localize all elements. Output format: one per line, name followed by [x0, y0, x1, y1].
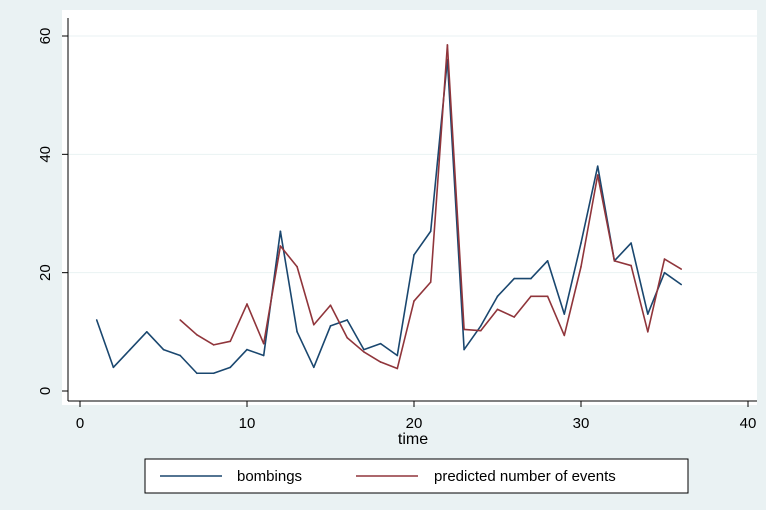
series-segment: [379, 342, 399, 357]
series-segment: [413, 281, 432, 302]
series-segment: [630, 264, 649, 333]
series-predicted-events: [179, 44, 683, 370]
series-segment: [363, 351, 382, 363]
series-segment: [212, 340, 232, 346]
legend-label: bombings: [237, 468, 302, 485]
series-segment: [546, 295, 566, 337]
series-segment: [162, 348, 181, 357]
series-segment: [496, 277, 516, 298]
x-tick-label: 40: [740, 415, 757, 432]
series-segment: [329, 304, 349, 339]
series-segment: [596, 174, 616, 262]
legend: bombings predicted number of events: [144, 458, 689, 494]
series-segment: [179, 354, 198, 375]
series-segment: [246, 303, 265, 345]
series-segment: [663, 271, 683, 286]
series-segment: [463, 328, 482, 332]
series-segment: [296, 331, 315, 369]
series-segment: [546, 260, 566, 315]
series-segment: [396, 254, 415, 357]
series-segment: [212, 366, 232, 375]
series-segment: [196, 333, 215, 346]
x-tick-label: 30: [573, 415, 590, 432]
series-segment: [312, 304, 332, 326]
y-tick-label: 60: [37, 28, 54, 45]
x-tick-label: 20: [406, 415, 423, 432]
series-segment: [580, 165, 599, 244]
legend-label: predicted number of events: [434, 468, 616, 485]
series-segment: [262, 245, 282, 345]
series-segment: [179, 319, 198, 336]
series-segment: [346, 319, 365, 351]
series-segment: [630, 242, 649, 315]
series-segment: [446, 58, 465, 351]
x-tick-label: 0: [76, 415, 84, 432]
series-segment: [246, 348, 265, 357]
series-segment: [413, 230, 432, 256]
series-segment: [229, 303, 248, 343]
series-segment: [296, 265, 315, 326]
gridlines: [68, 35, 757, 274]
series-lines: [95, 44, 683, 375]
y-tick-label: 20: [37, 264, 54, 281]
series-segment: [279, 230, 298, 333]
series-segment: [479, 295, 499, 327]
series-segment: [312, 325, 332, 369]
series-segment: [563, 265, 582, 337]
series-segment: [379, 361, 399, 370]
plot-background: [62, 10, 757, 405]
series-segment: [146, 331, 165, 351]
series-segment: [563, 242, 582, 315]
series-segment: [479, 308, 499, 332]
series-segment: [530, 260, 549, 280]
series-segment: [580, 174, 599, 268]
series-segment: [112, 348, 131, 369]
series-segment: [346, 336, 365, 353]
series-segment: [95, 319, 115, 369]
y-tick-label: 40: [37, 146, 54, 163]
series-segment: [363, 342, 382, 351]
x-axis-title: time: [398, 431, 428, 448]
series-segment: [613, 260, 632, 267]
series-segment: [496, 308, 516, 318]
series-segment: [613, 242, 632, 262]
series-segment: [513, 295, 532, 318]
series-segment: [429, 44, 449, 283]
axes: [67, 18, 757, 402]
series-segment: [446, 44, 465, 331]
series-segment: [279, 245, 298, 268]
axis-ticks: 0 20 40 60 0 10 20 30 40: [37, 28, 756, 432]
series-segment: [129, 331, 148, 351]
series-segment: [396, 300, 415, 370]
y-tick-label: 0: [37, 387, 54, 395]
series-segment: [646, 258, 666, 333]
x-tick-label: 10: [239, 415, 256, 432]
series-segment: [663, 258, 683, 270]
series-segment: [229, 348, 248, 369]
